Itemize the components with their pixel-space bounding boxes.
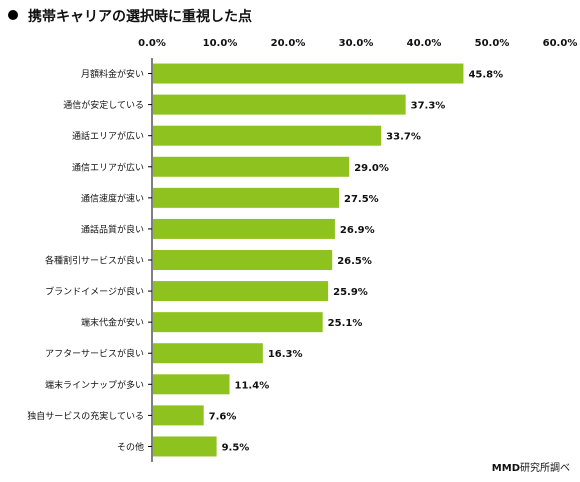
category-label: アフターサービスが良い [45, 348, 144, 360]
x-tick-label: 0.0% [138, 38, 166, 49]
source-credit: MMD研究所調べ [492, 459, 570, 474]
category-label: 通話品質が良い [81, 223, 144, 235]
x-tick-label: 30.0% [339, 38, 374, 49]
bar [153, 250, 333, 270]
category-label: 端末ラインナップが多い [45, 379, 144, 391]
category-label: ブランドイメージが良い [45, 286, 144, 298]
category-label: 独自サービスの充実している [27, 410, 144, 422]
bar [153, 156, 350, 177]
data-label: 16.3% [268, 349, 303, 360]
data-label: 45.8% [468, 70, 503, 81]
source-suffix: 研究所調べ [520, 463, 570, 474]
category-label: 通信が安定している [63, 99, 144, 111]
bar [153, 63, 464, 84]
bar [153, 374, 230, 395]
category-label: 各種割引サービスが良い [45, 255, 144, 267]
data-label: 25.9% [333, 287, 368, 298]
data-label: 9.5% [222, 442, 250, 453]
category-label: 通信速度が速い [81, 192, 144, 204]
data-label: 25.1% [328, 318, 363, 329]
bar [153, 218, 335, 239]
data-label: 27.5% [344, 194, 379, 205]
bar [153, 312, 323, 333]
data-label: 11.4% [235, 380, 270, 391]
x-tick-label: 40.0% [407, 38, 442, 49]
bar [153, 281, 329, 302]
bullet-icon [8, 10, 18, 20]
bar [153, 187, 339, 208]
bar [153, 94, 406, 115]
category-label: 月額料金が安い [81, 68, 144, 80]
bar [153, 125, 382, 146]
bar [153, 436, 217, 457]
x-tick-label: 10.0% [203, 38, 238, 49]
x-tick-label: 50.0% [475, 38, 510, 49]
data-label: 26.9% [340, 225, 375, 236]
category-label: 通話エリアが広い [72, 130, 144, 142]
x-tick-label: 20.0% [271, 38, 306, 49]
category-label: その他 [117, 441, 144, 453]
category-label: 通信エリアが広い [72, 161, 144, 173]
source-brand: MMD [491, 463, 520, 474]
data-label: 26.5% [337, 256, 372, 267]
category-label: 端末代金が安い [81, 317, 144, 329]
chart-title-text: 携帯キャリアの選択時に重視した点 [28, 9, 252, 25]
data-label: 29.0% [354, 163, 389, 174]
data-label: 37.3% [411, 101, 446, 112]
x-tick-label: 60.0% [543, 38, 578, 49]
bar [153, 343, 263, 364]
bar [153, 405, 204, 426]
data-label: 7.6% [209, 411, 237, 422]
chart-title: 携帯キャリアの選択時に重視した点 [8, 6, 252, 26]
data-label: 33.7% [386, 132, 421, 143]
